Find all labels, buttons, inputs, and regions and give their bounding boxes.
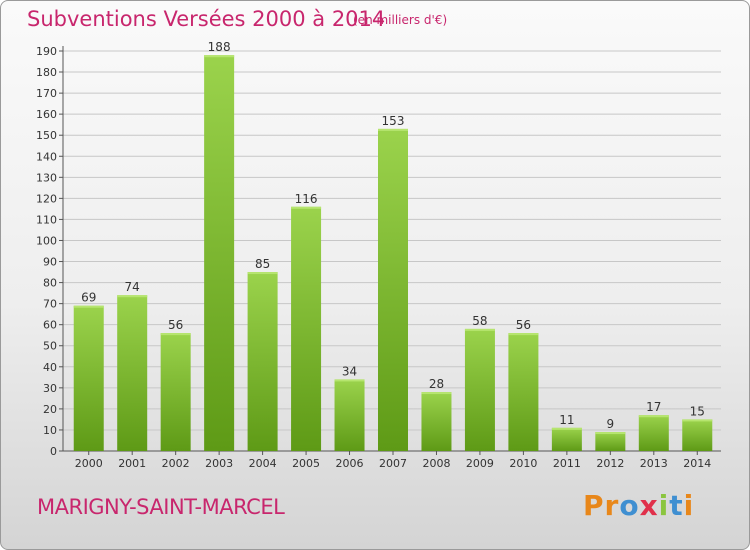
x-tick-label: 2008 — [422, 457, 450, 470]
bar-2013 — [638, 415, 669, 451]
x-tick-label: 2010 — [509, 457, 537, 470]
logo-letter: o — [619, 489, 640, 522]
y-tick-label: 110 — [36, 213, 57, 226]
data-label: 74 — [125, 280, 140, 294]
bar-2000 — [73, 305, 104, 451]
y-tick-label: 40 — [43, 361, 57, 374]
proxiti-logo: Proxiti — [583, 489, 694, 522]
bar-highlight — [291, 206, 322, 209]
bar-2001 — [117, 295, 148, 451]
x-tick-label: 2006 — [336, 457, 364, 470]
bar-2014 — [682, 419, 713, 451]
logo-letter: x — [639, 489, 659, 522]
data-label: 188 — [208, 40, 231, 54]
bar-highlight — [421, 392, 452, 395]
y-tick-label: 160 — [36, 108, 57, 121]
x-tick-label: 2011 — [553, 457, 581, 470]
chart-title: Subventions Versées 2000 à 2014 — [27, 7, 386, 31]
x-tick-label: 2014 — [683, 457, 711, 470]
y-tick-label: 0 — [50, 445, 57, 458]
bar-highlight — [508, 333, 539, 336]
bar-highlight — [638, 415, 669, 418]
data-label: 56 — [516, 318, 531, 332]
x-tick-label: 2004 — [249, 457, 277, 470]
bar-2008 — [421, 392, 452, 451]
y-tick-label: 180 — [36, 66, 57, 79]
y-tick-label: 90 — [43, 256, 57, 269]
y-tick-label: 140 — [36, 150, 57, 163]
y-tick-label: 170 — [36, 87, 57, 100]
y-tick-label: 100 — [36, 234, 57, 247]
y-tick-label: 130 — [36, 171, 57, 184]
bar-2009 — [464, 328, 495, 451]
bar-highlight — [378, 128, 408, 131]
bar-highlight — [117, 295, 148, 298]
data-label: 17 — [646, 400, 661, 414]
x-tick-label: 2002 — [162, 457, 190, 470]
data-label: 34 — [342, 364, 357, 378]
y-tick-label: 120 — [36, 192, 57, 205]
data-label: 11 — [559, 413, 574, 427]
x-tick-label: 2003 — [205, 457, 233, 470]
y-tick-label: 20 — [43, 403, 57, 416]
bar-2003 — [204, 55, 235, 452]
bar-highlight — [464, 328, 495, 331]
y-tick-label: 10 — [43, 424, 57, 437]
bar-2007 — [378, 128, 408, 451]
y-tick-label: 150 — [36, 129, 57, 142]
bar-2005 — [291, 206, 322, 451]
data-label: 116 — [295, 192, 318, 206]
x-tick-label: 2000 — [75, 457, 103, 470]
y-tick-label: 60 — [43, 319, 57, 332]
bar-highlight — [551, 427, 582, 430]
bar-highlight — [595, 432, 626, 435]
data-label: 58 — [472, 314, 487, 328]
data-label: 28 — [429, 377, 444, 391]
bar-2010 — [508, 333, 539, 451]
bar-highlight — [160, 333, 191, 336]
logo-letter: i — [683, 489, 695, 522]
bar-2012 — [595, 432, 626, 451]
bar-highlight — [334, 379, 365, 382]
x-tick-label: 2013 — [640, 457, 668, 470]
y-tick-label: 30 — [43, 382, 57, 395]
data-label: 56 — [168, 318, 183, 332]
data-label: 9 — [607, 417, 615, 431]
y-tick-label: 190 — [36, 45, 57, 58]
commune-name: MARIGNY-SAINT-MARCEL — [37, 495, 285, 519]
data-label: 85 — [255, 257, 270, 271]
bar-2002 — [160, 333, 191, 451]
data-label: 69 — [81, 291, 96, 305]
bar-highlight — [247, 272, 278, 275]
y-tick-label: 50 — [43, 340, 57, 353]
x-tick-label: 2009 — [466, 457, 494, 470]
data-label: 153 — [382, 114, 405, 128]
bar-2004 — [247, 272, 278, 451]
x-tick-label: 2001 — [118, 457, 146, 470]
x-tick-label: 2005 — [292, 457, 320, 470]
bar-highlight — [682, 419, 713, 422]
bar-highlight — [204, 55, 235, 58]
y-tick-label: 70 — [43, 298, 57, 311]
x-tick-label: 2012 — [596, 457, 624, 470]
chart-unit: (en milliers d'€) — [353, 13, 448, 27]
data-label: 15 — [690, 404, 705, 418]
x-tick-label: 2007 — [379, 457, 407, 470]
logo-letter: P — [583, 489, 605, 522]
bar-highlight — [73, 305, 104, 308]
bar-2011 — [551, 427, 582, 451]
logo-letter: i — [658, 489, 670, 522]
bar-2006 — [334, 379, 365, 451]
y-tick-label: 80 — [43, 277, 57, 290]
logo-letter: r — [604, 489, 620, 522]
logo-letter: t — [669, 489, 684, 522]
